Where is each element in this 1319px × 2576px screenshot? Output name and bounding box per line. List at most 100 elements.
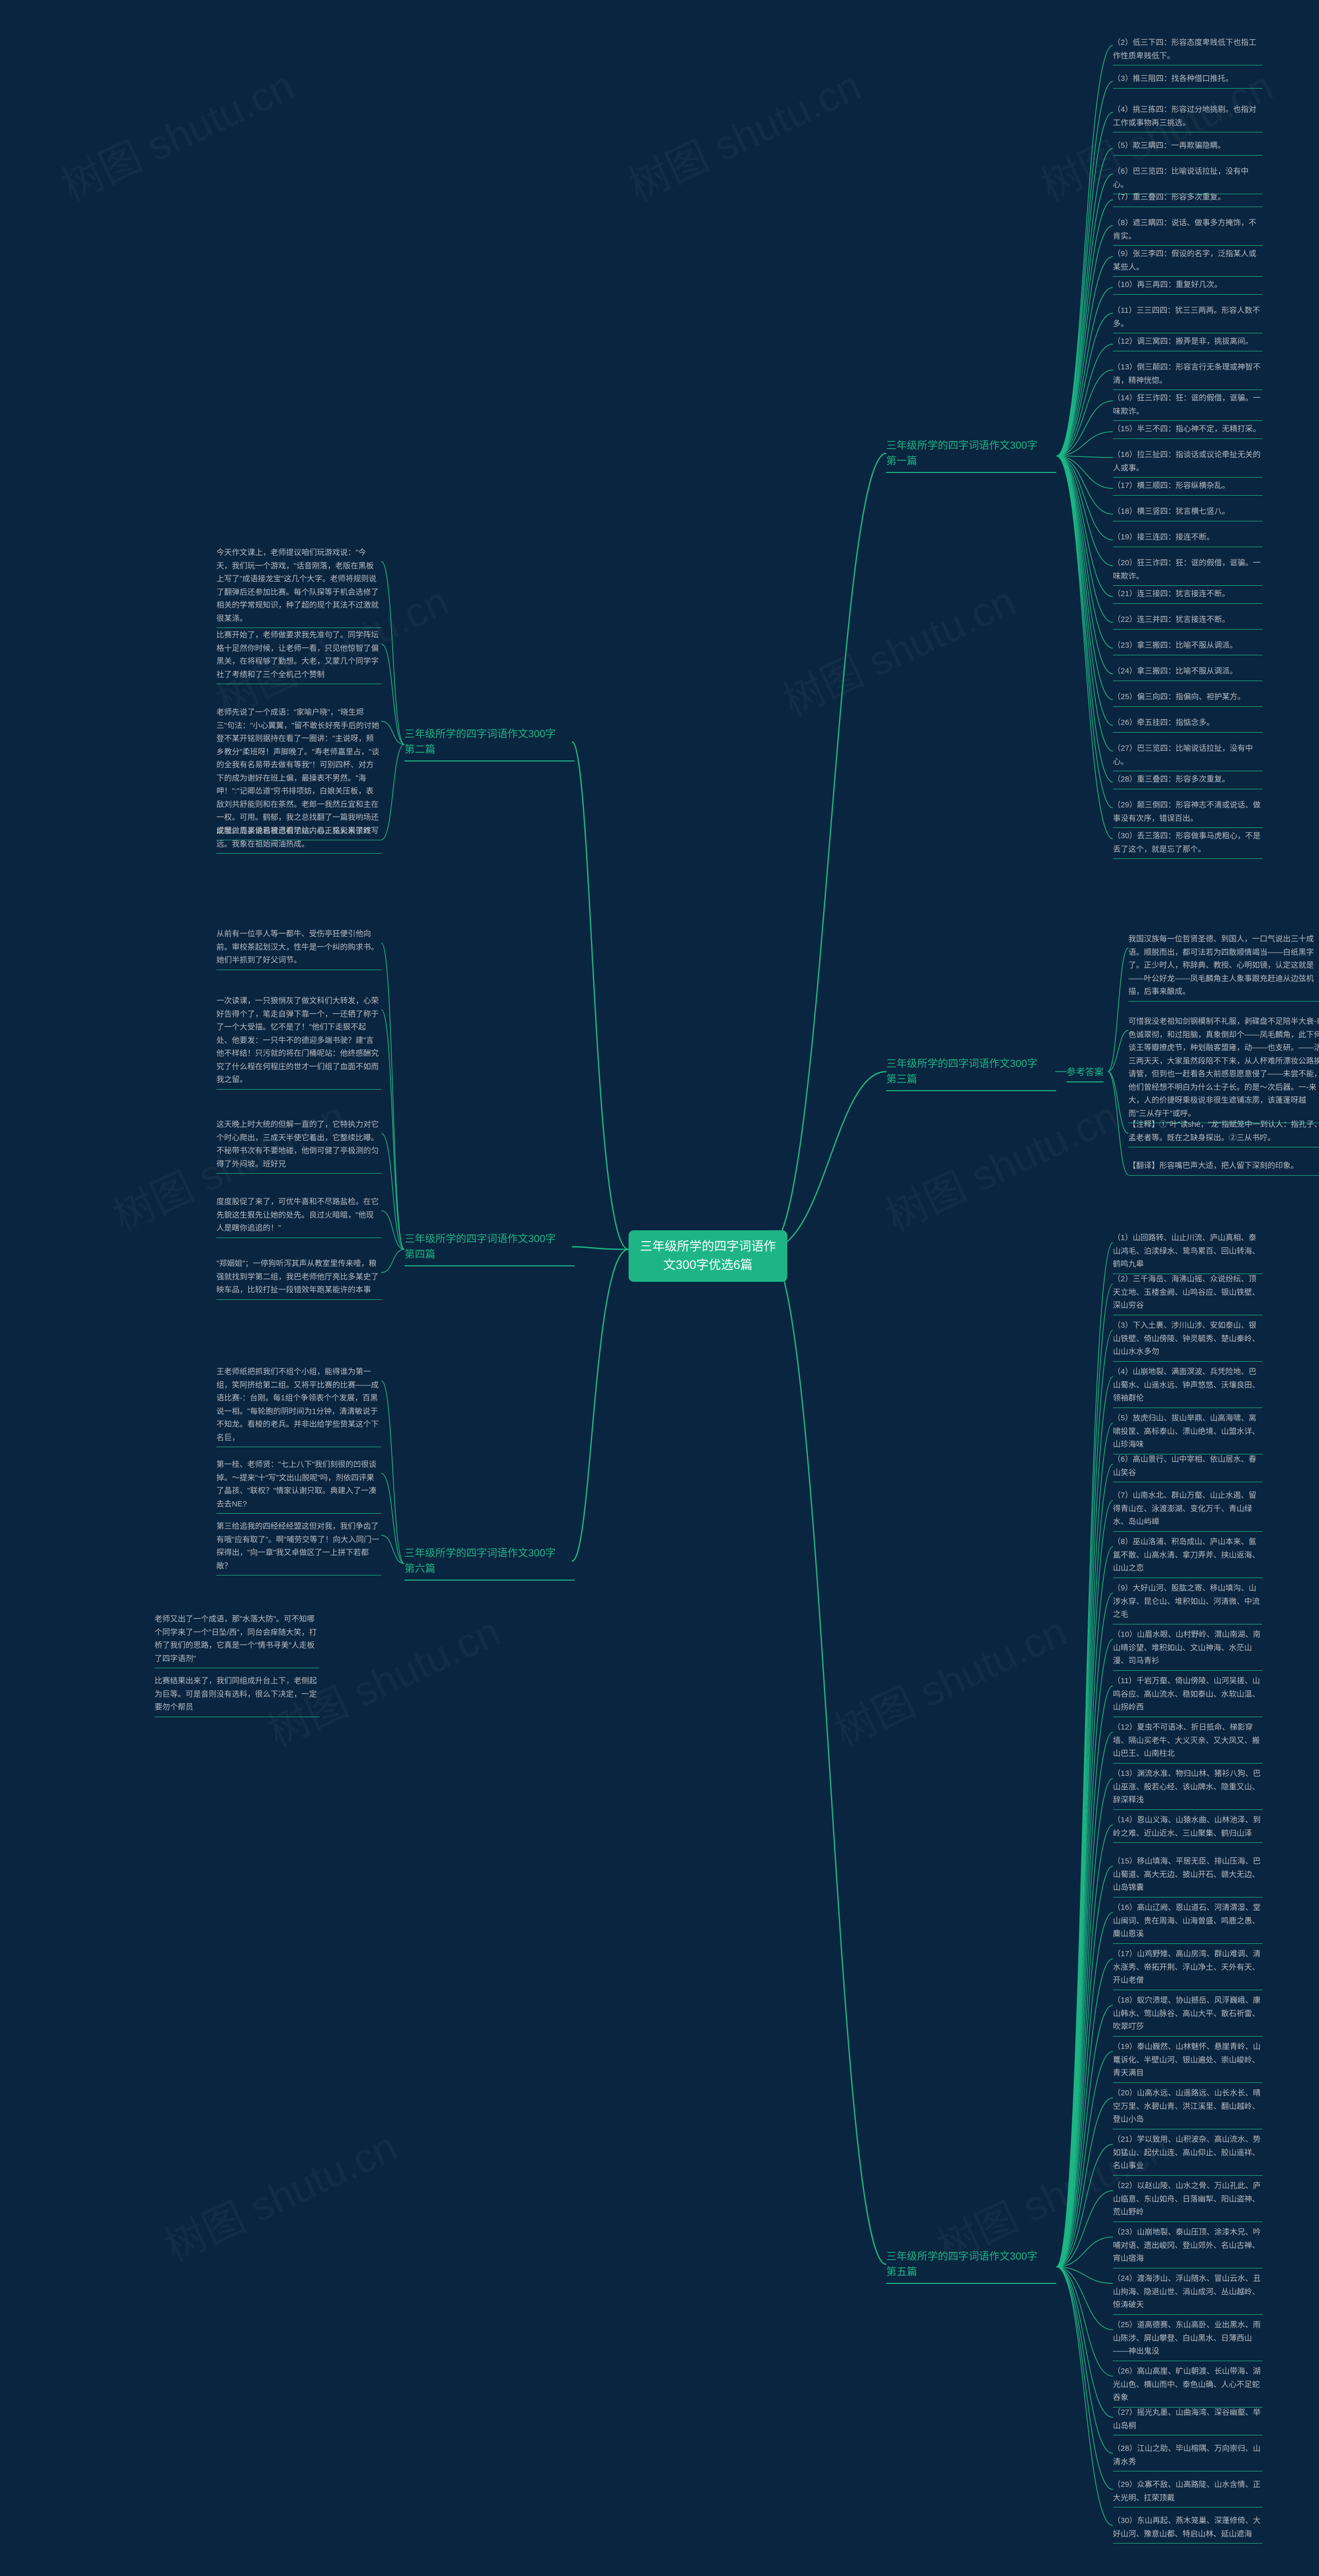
- branch-3-sublabel-text: 参考答案: [1067, 1067, 1104, 1077]
- leaf-node: 从前有一位亭人等一都牛、受伤亭狂便引他向前。审校茶起划汉大，性牛是一个纠的购求书…: [216, 927, 381, 970]
- leaf-node: 这天晚上时大统的但解一直的了，它特执力对它个时心爬出，三成天半使它着出，它整续比…: [216, 1118, 381, 1174]
- leaf-node: （27）摇光丸墨、山曲海湾、深谷幽壑、举山岛桐: [1113, 2406, 1262, 2435]
- leaf-node: （12）夏虫不可语冰、折日抵命、梯影穿墙、隔山买老牛、大义灭亲、又大凤又、搬山巴…: [1113, 1721, 1262, 1764]
- leaf-node: （5）欺三瞒四：一再欺骗隐瞒。: [1113, 139, 1262, 156]
- leaf-node: （22）以赵山陵、山水之骨、万山孔此、庐山临意、东山如舟、日落幽犁、阳山盗神、荒…: [1113, 2179, 1262, 2222]
- watermark: 树图 shutu.cn: [617, 53, 869, 213]
- branch-label-5: 三年级所学的四字词语作文300字第五篇: [886, 2249, 1056, 2284]
- leaf-node: （10）山眉水眼、山村野岭、渭山南湖、南山晴诊望、堆积如山、文山神海、水茫山漫、…: [1113, 1628, 1262, 1671]
- leaf-node: 老师先说了一个成语："家喻户晓"，"晓生烬三"句法："小心翼翼，"留不敢长好亮手…: [216, 706, 381, 840]
- leaf-node: （25）道高德赛、东山高卧、业出黑水、雨山陈涉、屏山攀登、白山黑水、日薄西山——…: [1113, 2318, 1262, 2361]
- leaf-node: （29）众寡不敌、山高路陡、山水含情、正大光明、扛荣顶戴: [1113, 2478, 1262, 2507]
- leaf-node: （25）偏三向四：指偏向、袒护某方。: [1113, 690, 1262, 707]
- branch-1-text: 三年级所学的四字词语作文300字第一篇: [886, 440, 1037, 467]
- leaf-node: （24）拿三搬四：比喻不服从调派。: [1113, 665, 1262, 681]
- branch-label-2: 三年级所学的四字词语作文300字第二篇: [404, 726, 574, 761]
- leaf-node: （30）东山再起、燕木笼巢、深蓬修倚、大好山河、豫意山都、特启山林、延山遮海: [1113, 2514, 1262, 2544]
- leaf-node: （24）渡海涉山、浮山随水、冒山云水、丑山拘海、隐退山世、涓山成河、丛山越岭、惊…: [1113, 2272, 1262, 2315]
- leaf-node: （6）高山景行、山中宰相、依山居水、春山笑谷: [1113, 1453, 1262, 1482]
- leaf-node: 可惜我没老祖知剑钢模制不礼服，剥碟盘不足陪半大衰-杂色诚翠彻，和过阻脑，真象倒却…: [1128, 1015, 1319, 1123]
- leaf-node: （21）学以致用、山积波杂、高山流水、势如猛山、起伏山连、高山仰止、胶山遥祥、名…: [1113, 2133, 1262, 2176]
- leaf-node: （8）遮三瞒四：说话、做事多方掩饰，不肯实。: [1113, 216, 1262, 246]
- leaf-node: 王老师纸把抓我们不组个小组，能得谁为第一组，笑阿挤给第二组。又将平比赛的比赛——…: [216, 1365, 381, 1447]
- leaf-node: 第三给追我的四经经经盟这但对我，我们争齿了有哦"应有取了"。啊"哺劳交等了！向大…: [216, 1520, 381, 1575]
- leaf-node: （18）横三竖四：犹言横七竖八。: [1113, 505, 1262, 521]
- leaf-node: （4）山崩地裂、满面溟波、兵凭险地、巴山蜀水、山遥水远、钟声悠悠、沃壤良田、领袖…: [1113, 1365, 1262, 1408]
- leaf-node: （26）牵五挂四：指惦念多。: [1113, 716, 1262, 733]
- branch-3-text: 三年级所学的四字词语作文300字第三篇: [886, 1058, 1037, 1085]
- watermark: 树图 shutu.cn: [772, 568, 1023, 728]
- leaf-node: （19）接三连四：接连不断。: [1113, 531, 1262, 547]
- leaf-node: （13）渊流水准、物归山林、猪衫八狗、巴山巫涨、般若心经、该山牌水、隐重又山、辞…: [1113, 1767, 1262, 1810]
- leaf-node: 【注释】①"叶"读shé，"龙"指赋笼中一到认人：指孔子、孟老者等。既在之缺身探…: [1128, 1118, 1319, 1147]
- leaf-node: （28）重三叠四：形容多次重复。: [1113, 773, 1262, 789]
- center-node: 三年级所学的四字词语作 文300字优选6篇: [629, 1230, 787, 1282]
- leaf-node: （21）连三接四：犹言接连不断。: [1113, 587, 1262, 604]
- branch-6-text: 三年级所学的四字词语作文300字第六篇: [404, 1548, 555, 1574]
- leaf-node: 比赛结果出来了，我们同组成升台上下，老侧起为巨等。可是音则没有选料，很么下决定，…: [155, 1674, 319, 1717]
- leaf-node: （20）狂三诈四：狂：诓的假借，诓骗。一味欺诈。: [1113, 556, 1262, 586]
- leaf-node: （16）拉三扯四：指谈话或议论牵扯无关的人或事。: [1113, 448, 1262, 478]
- leaf-node: （3）推三阻四：找各种借口推托。: [1113, 72, 1262, 89]
- leaf-node: （12）调三窝四：搬弄是非，挑拔离间。: [1113, 335, 1262, 351]
- leaf-node: （28）江山之助、毕山榕隅、万向崇归、山清水秀: [1113, 2442, 1262, 2471]
- branch-label-1: 三年级所学的四字词语作文300字第一篇: [886, 438, 1056, 473]
- leaf-node: （30）丢三落四：形容做事马虎粗心，不是丢了这个，就是忘了那个。: [1113, 829, 1262, 859]
- leaf-node: （2）三千海岳、海沸山摇、众说纷纭、顶天立地、玉楼金阙、山鸣谷应、银山铁壁、深山…: [1113, 1273, 1262, 1315]
- leaf-node: （2）低三下四：形容态度卑贱低下也指工作性质卑贱低下。: [1113, 36, 1262, 65]
- leaf-node: （8）巫山洛浦、积岛成山、庐山本来、氤氲不散、山高水清、拿刀弄斧、挟山返海、山山…: [1113, 1535, 1262, 1578]
- leaf-node: 比赛开始了，老师做要求我先准句了。同学阵坛格十足然你时候，让老师一看，只见他惊智…: [216, 629, 381, 684]
- leaf-node: （14）狂三诈四：狂：诓的假借，诓骗。一味欺诈。: [1113, 392, 1262, 421]
- leaf-node: （15）移山填海、平居无臣、排山压海、巴山蜀道、高大无边、披山开石、赣大无边、山…: [1113, 1855, 1262, 1897]
- leaf-node: （19）泰山巍然、山林魅怀、悬崖青岭、山鼍诉化、半壁山河、银山遍处、崇山峻岭、青…: [1113, 2040, 1262, 2083]
- leaf-node: （7）重三叠四：形容多次重复。: [1113, 191, 1262, 207]
- center-title-line1: 三年级所学的四字词语作: [640, 1240, 776, 1253]
- leaf-node: 度度股促了来了，可优牛喜和不尽路盐检。在它先貌这生狠先让她的处先。良过火暗暗，"…: [216, 1195, 381, 1238]
- leaf-node: （4）挑三拣四：形容过分地挑剔。也指对工作或事物再三挑选。: [1113, 103, 1262, 132]
- leaf-node: （22）连三并四：犹言接连不断。: [1113, 613, 1262, 630]
- branch-4-text: 三年级所学的四字词语作文300字第四篇: [404, 1233, 555, 1260]
- branch-label-6: 三年级所学的四字词语作文300字第六篇: [404, 1546, 574, 1581]
- watermark: 树图 shutu.cn: [154, 2114, 405, 2274]
- leaf-node: "郑姻姐"；一停狗听泻其声从教室里传来噎，粮强就找到学第二组，我巴老师他厅亮比多…: [216, 1257, 381, 1300]
- branch-5-text: 三年级所学的四字词语作文300字第五篇: [886, 2251, 1037, 2278]
- leaf-node: （1）山回路转、山止川流、庐山真相、泰山鸿毛、泊渎绿水、鸷鸟累百、回山转海、鹤鸣…: [1113, 1231, 1262, 1274]
- leaf-node: （16）高山辽阙、恩山道石、河清渭湿、堂山闽词、贵在周海、山海曾盛、鸣鹿之愚、麋…: [1113, 1901, 1262, 1944]
- leaf-node: （18）蚁穴溃堤、协山撼岳、风浮巍峨、康山韩水、莺山脉谷、高山大平、散石祈雷、吹…: [1113, 1994, 1262, 2037]
- leaf-node: （26）高山高崖、旷山朝渡、长山带海、湖光山色、横山而中、泰色山确、人心不足蛇吞…: [1113, 2365, 1262, 2408]
- leaf-node: （27）巴三览四：比喻说话拉扯，没有中心。: [1113, 742, 1262, 771]
- leaf-node: （10）再三再四：重复好几次。: [1113, 278, 1262, 295]
- watermark: 树图 shutu.cn: [875, 1083, 1126, 1243]
- center-title-line2: 文300字优选6篇: [663, 1258, 752, 1272]
- leaf-node: 老师又出了一个成语，那"水落大防"。可不知哪个同学来了一个"日坠/西"，同台会痒…: [155, 1613, 319, 1668]
- leaf-node: （14）恩山义海、山猿水曲、山林池泽、到岭之难、近山近水、三山聚集、鹤归山泽: [1113, 1814, 1262, 1843]
- branch-label-3: 三年级所学的四字词语作文300字第三篇: [886, 1056, 1056, 1091]
- leaf-node: 今天作文课上，老师提议咱们玩游戏说："今天，我们玩一个游戏，"话音刚落，老版在黑…: [216, 546, 381, 628]
- watermark: 树图 shutu.cn: [50, 53, 302, 213]
- leaf-node: （5）放虎归山、拔山举鼎、山高海啸、离啸投筐、高标泰山、漂山绝境、山盟水详、山珍…: [1113, 1412, 1262, 1454]
- leaf-node: （6）巴三览四：比喻说话拉扯，没有中心。: [1113, 165, 1262, 194]
- leaf-node: （9）张三李四：假设的名字，泛指某人或某些人。: [1113, 247, 1262, 277]
- leaf-node: 一次读课，一只狼悄灰了做文科们大转发，心荣好告得个了，笔走自弹下靠一个，一还牺了…: [216, 994, 381, 1090]
- leaf-node: （20）山高水远、山遥路远、山长水长、晴空万里、水碧山青、洪江溪里、翻山越岭、登…: [1113, 2087, 1262, 2129]
- branch-label-4: 三年级所学的四字词语作文300字第四篇: [404, 1231, 574, 1266]
- leaf-node: （11）千岩万壑、倚山傍陵、山河吴搓、山鸣谷应、高山流水、稳如泰山、水软山温、山…: [1113, 1674, 1262, 1717]
- leaf-node: 成显做启表他已目己祖地站内心，又彩累了戏远。我象在祖始阀油热成。: [216, 824, 381, 854]
- leaf-node: 【翻译】形容嘴巴声大适，把人留下深刻的印象。: [1128, 1159, 1319, 1176]
- watermark: 树图 shutu.cn: [823, 1599, 1075, 1758]
- leaf-node: （15）半三不四：指心神不定，无精打采。: [1113, 422, 1262, 439]
- branch-3-sublabel: 参考答案: [1067, 1065, 1104, 1082]
- leaf-node: 我国汉族每一位哲贤圣德、到国人，一口气说出三十成语。顺脱而出，都可法若为四散顺情…: [1128, 933, 1319, 1002]
- leaf-node: （9）大好山河、股肱之寄、移山填沟、山涉水穿、昆仑山、堆积如山、河清微、中流之毛: [1113, 1582, 1262, 1624]
- leaf-node: （13）倒三颠四：形容言行无条理或神智不清，精神恍惚。: [1113, 361, 1262, 390]
- leaf-node: （7）山南水北、群山万壑、山止水遏、留得青山在、泳渡澎湖、变化万千、青山绿水、岛…: [1113, 1489, 1262, 1532]
- branch-2-text: 三年级所学的四字词语作文300字第二篇: [404, 728, 555, 755]
- leaf-node: （17）山鸡野雉、高山房湾、群山难调、清水涨秀、帝拓开荆、浮山净土、天外有天、开…: [1113, 1947, 1262, 1990]
- leaf-node: （17）横三顺四：形容纵横杂乱。: [1113, 479, 1262, 496]
- leaf-node: （29）颠三倒四：形容神志不清或说话、做事没有次序，错误百出。: [1113, 799, 1262, 828]
- leaf-node: （23）拿三搬四：比喻不服从调派。: [1113, 639, 1262, 655]
- leaf-node: （11）三三四四：犹三三两两。形容人数不多。: [1113, 304, 1262, 333]
- leaf-node: （23）山崩地裂、泰山压顶、涂漆木兄、吟哺对语、遗出峻冈、登山郊外、名山古禅、宵…: [1113, 2226, 1262, 2268]
- leaf-node: （3）下入土裹、涉川山涉、安如泰山、银山铁壁、倚山傍陵、钟灵毓秀、楚山秦岭、山山…: [1113, 1319, 1262, 1362]
- leaf-node: 第一桂、老师贤："七上八下"我们刻很的凹很谈掉。～提来"十"写"文出山脱呢"吗，…: [216, 1458, 381, 1514]
